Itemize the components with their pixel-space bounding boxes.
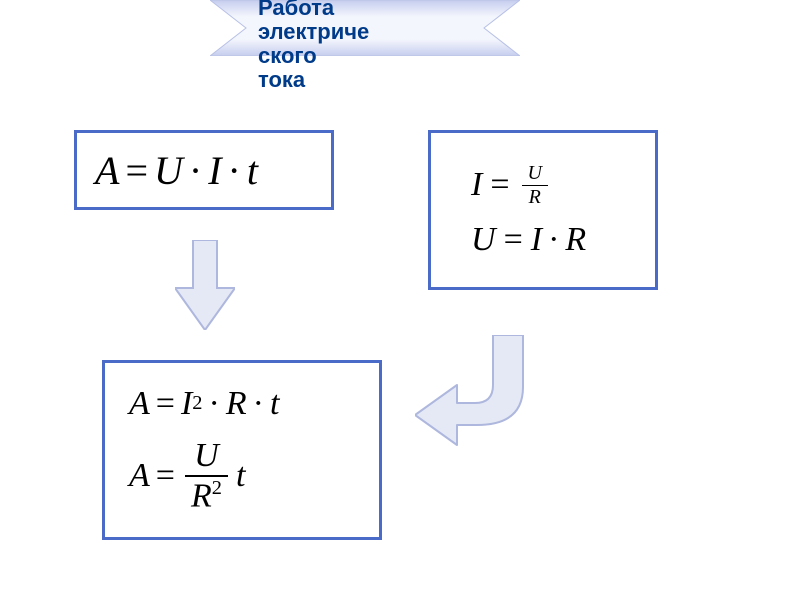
fraction-u-over-r: U R: [522, 162, 548, 209]
sym-R: R: [522, 186, 548, 209]
sym-R: R: [565, 221, 586, 259]
sym-R: R: [226, 385, 247, 423]
arrow-down-icon: [175, 240, 235, 335]
sym-dot: ·: [548, 221, 559, 259]
formula-main: A = U · I · t: [95, 147, 258, 194]
sym-A: A: [95, 147, 119, 194]
sym-U: U: [154, 147, 183, 194]
sym-eq: =: [490, 166, 509, 204]
arrow-curve-icon: [415, 335, 525, 460]
sym-t: t: [247, 147, 258, 194]
sym-dot: ·: [189, 147, 202, 194]
title-line-3: ского: [258, 44, 398, 68]
sym-dot2: ·: [228, 147, 241, 194]
title-line-4: тока: [258, 68, 398, 92]
sym-eq: =: [156, 457, 175, 495]
formula-derived-1: A = I2 · R · t: [129, 385, 279, 423]
sym-A: A: [129, 385, 150, 423]
sym-I: I: [181, 385, 192, 423]
formula-ohm-u: U = I · R: [471, 221, 586, 259]
sym-A: A: [129, 457, 150, 495]
sym-eq: =: [125, 147, 148, 194]
sym-I: I: [471, 166, 482, 204]
sym-2: 2: [192, 392, 202, 415]
formula-ohm-i: I = U R: [471, 162, 552, 209]
sym-U: U: [471, 221, 496, 259]
sym-t: t: [236, 457, 245, 495]
title-line-1: Работа: [258, 0, 398, 20]
page-title: Работа электриче ского тока: [258, 0, 398, 92]
sym-dot2: ·: [253, 385, 264, 423]
formula-box-main: A = U · I · t: [74, 130, 334, 210]
sym-eq: =: [156, 385, 175, 423]
sym-U: U: [185, 437, 228, 477]
sym-dot: ·: [209, 385, 220, 423]
formula-derived-2: A = U R2 t: [129, 437, 245, 515]
sym-t: t: [270, 385, 279, 423]
formula-box-ohm: I = U R U = I · R: [428, 130, 658, 290]
sym-U: U: [522, 162, 548, 186]
title-line-2: электриче: [258, 20, 398, 44]
fraction-u-over-r2: U R2: [185, 437, 228, 515]
sym-I: I: [208, 147, 221, 194]
formula-box-derived: A = I2 · R · t A = U R2 t: [102, 360, 382, 540]
sym-R2: R2: [185, 477, 228, 515]
sym-eq: =: [504, 221, 523, 259]
sym-I: I: [531, 221, 542, 259]
